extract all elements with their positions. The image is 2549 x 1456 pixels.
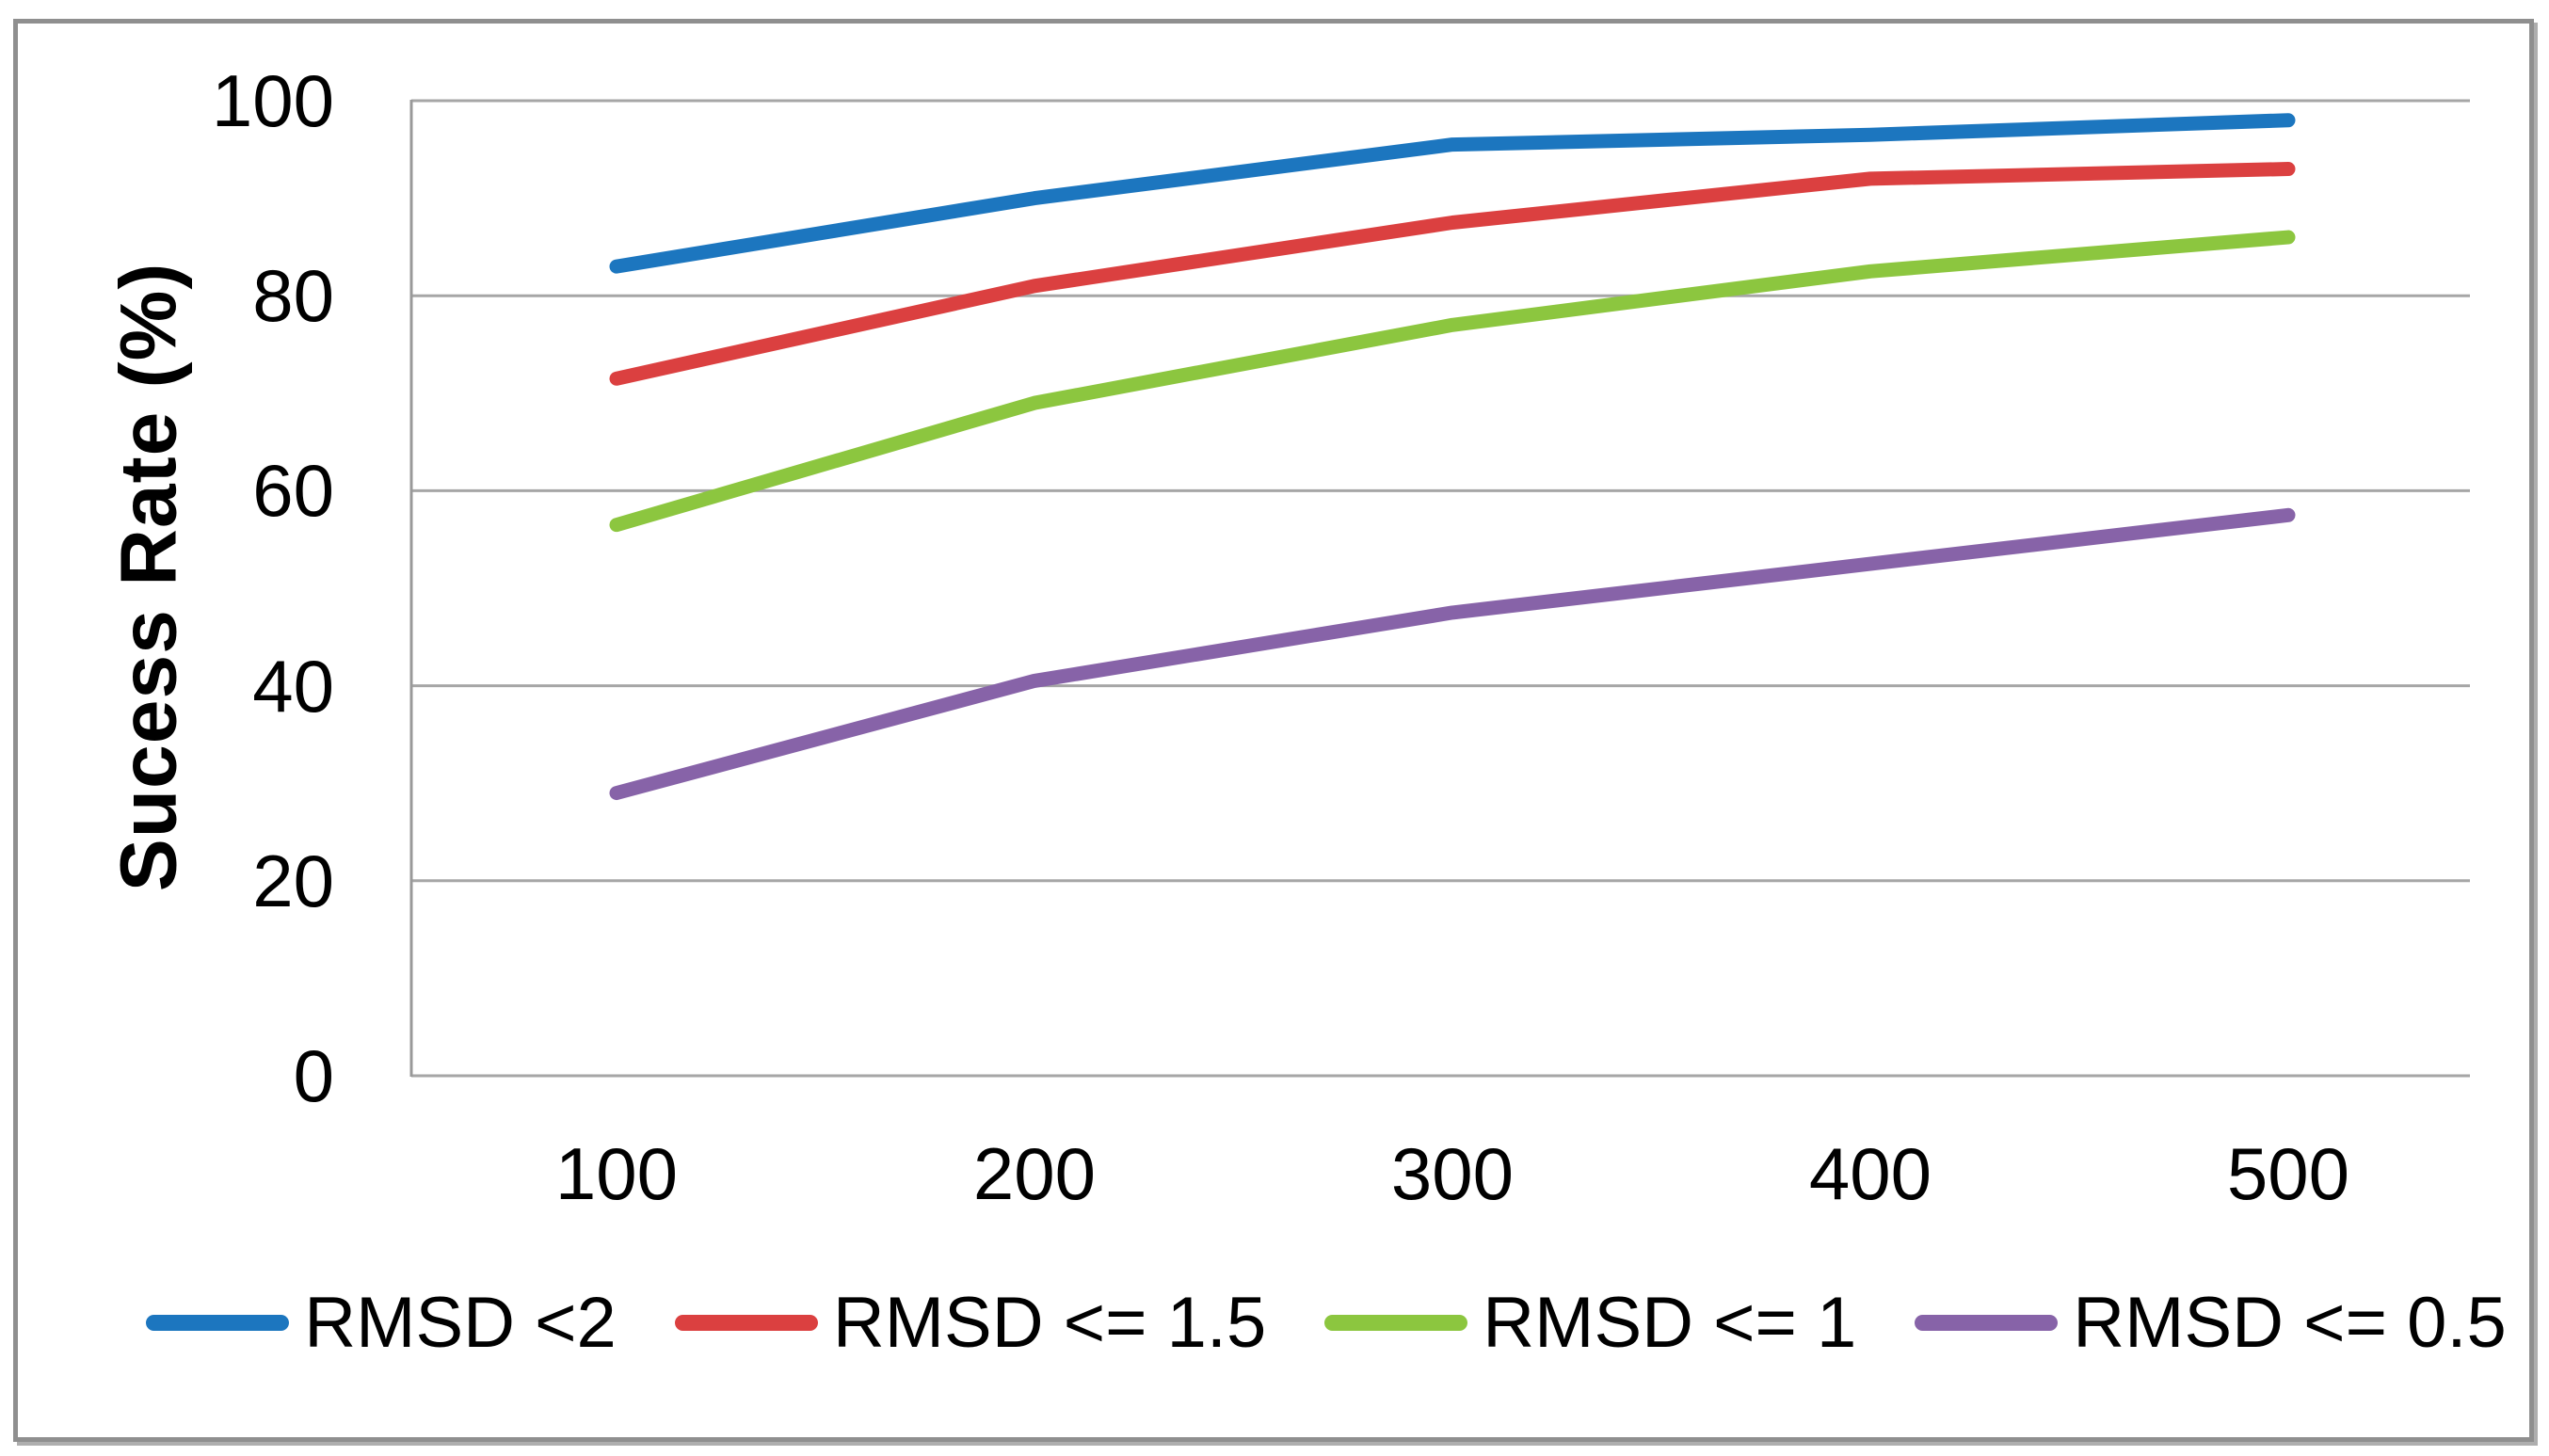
legend-label: RMSD <= 0.5 <box>2073 1282 2507 1363</box>
legend-line-swatch <box>674 1314 818 1331</box>
legend-label: RMSD <2 <box>304 1282 617 1363</box>
legend-line-swatch <box>1324 1314 1468 1331</box>
y-tick-label: 60 <box>252 449 334 533</box>
legend-label: RMSD <= 1.5 <box>832 1282 1267 1363</box>
x-tick-label: 500 <box>2226 1132 2350 1215</box>
y-tick-label: 0 <box>293 1034 334 1117</box>
legend-line-swatch <box>146 1314 290 1331</box>
y-tick-label: 100 <box>211 59 334 142</box>
y-tick-label: 20 <box>252 839 334 922</box>
x-tick-label: 400 <box>1808 1132 1932 1215</box>
y-tick-label: 80 <box>252 254 334 338</box>
series-line-rmsd-2 <box>609 113 2296 274</box>
x-tick-label: 100 <box>554 1132 679 1215</box>
y-axis-title: Sucess Rate (%) <box>104 262 193 892</box>
chart-legend: RMSD <2 RMSD <= 1.5 RMSD <= 1 RMSD <= 0.5 <box>141 1261 2511 1384</box>
y-tick-label: 40 <box>252 644 334 728</box>
legend-line-swatch <box>1915 1314 2059 1331</box>
legend-item: RMSD <= 0.5 <box>1915 1282 2507 1364</box>
legend-item: RMSD <= 1 <box>1324 1282 1856 1364</box>
series-line-rmsd-1 <box>609 230 2296 533</box>
legend-item: RMSD <= 1.5 <box>674 1282 1267 1364</box>
x-tick-label: 200 <box>972 1132 1097 1215</box>
series-line-rmsd-1-5 <box>609 162 2296 386</box>
legend-item: RMSD <2 <box>146 1282 617 1364</box>
series-line-rmsd-0-5 <box>609 507 2296 801</box>
legend-label: RMSD <= 1 <box>1483 1282 1857 1363</box>
x-tick-label: 300 <box>1390 1132 1515 1215</box>
